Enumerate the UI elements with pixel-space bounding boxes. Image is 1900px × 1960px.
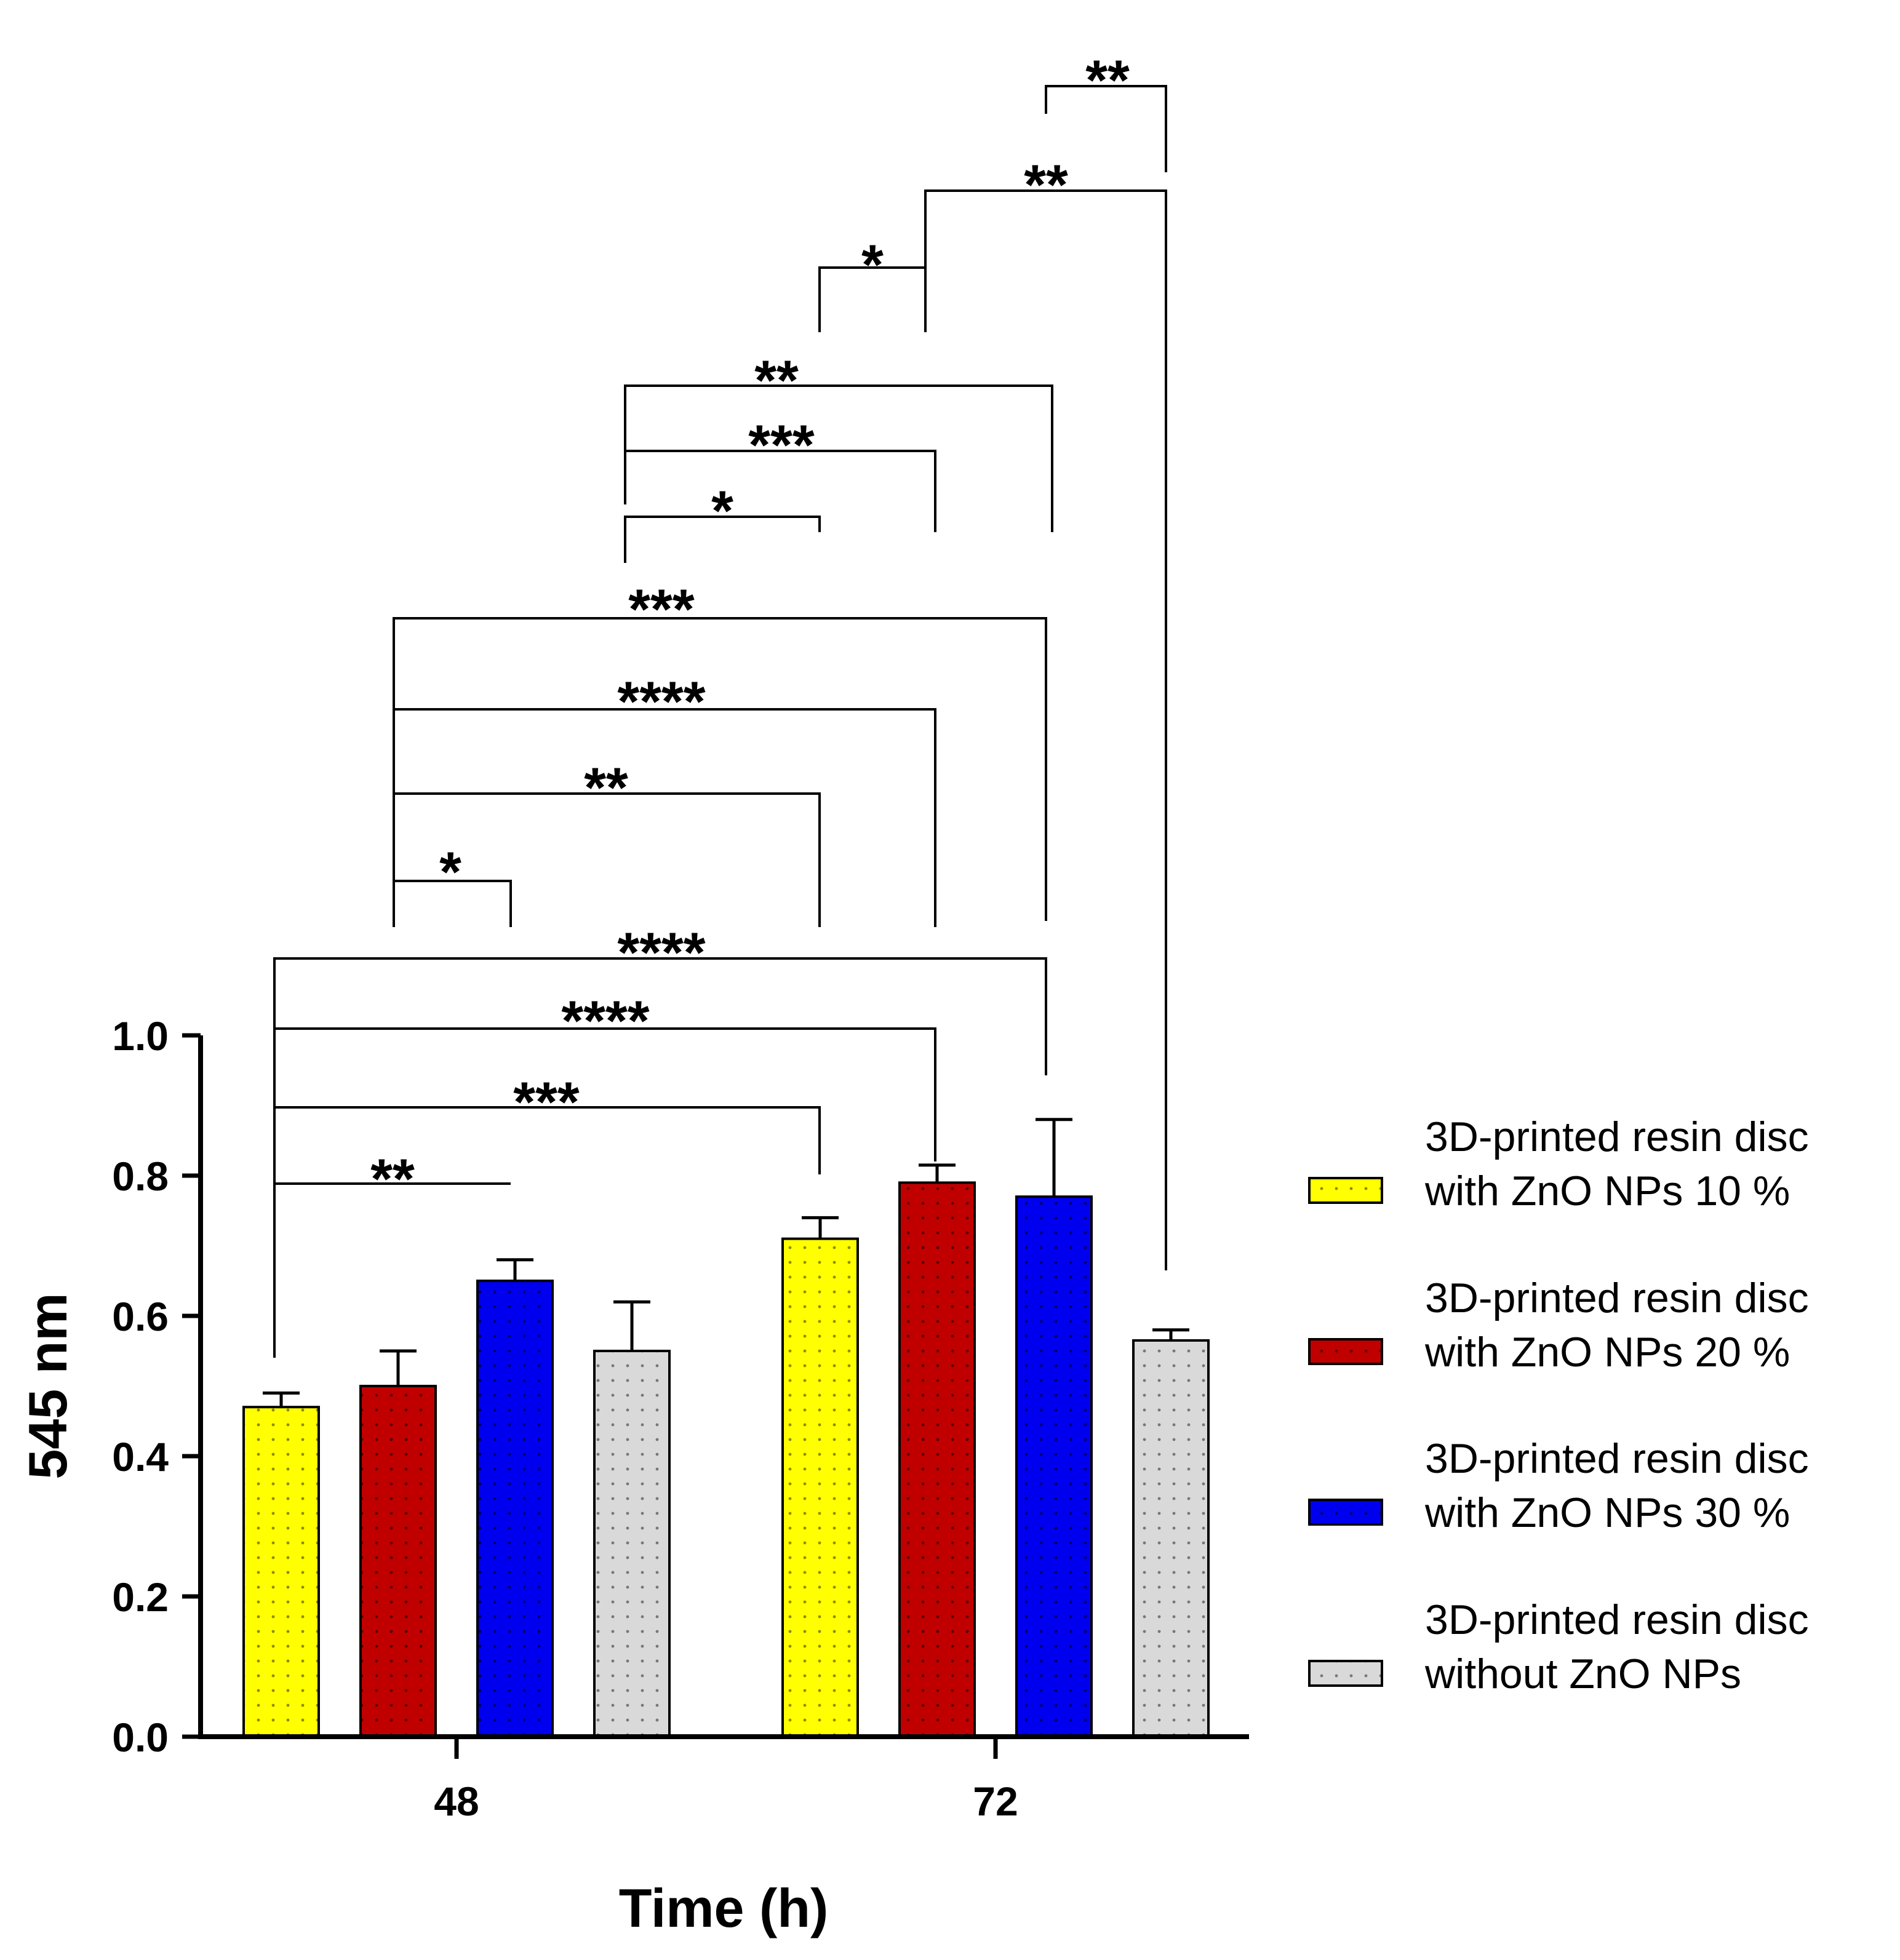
y-tick-label: 0.0: [112, 1715, 169, 1760]
significance-label: ***: [748, 414, 815, 477]
legend-label: 3D-printed resin disc: [1425, 1275, 1809, 1321]
legend-label: with ZnO NPs 10 %: [1424, 1168, 1790, 1214]
y-tick-label: 0.4: [112, 1434, 169, 1480]
significance-label: ***: [628, 578, 695, 641]
significance-label: ****: [617, 671, 705, 733]
y-axis-title: 545 nm: [17, 1293, 78, 1479]
legend-swatch: [1308, 1499, 1383, 1526]
bar: [359, 1385, 437, 1738]
x-tick-label: 48: [434, 1779, 479, 1824]
significance-label: **: [584, 757, 628, 819]
significance-label: *: [861, 234, 884, 297]
legend-label: 3D-printed resin disc: [1425, 1113, 1809, 1160]
axes: 0.0 0.2 0.4 0.6 0.8 1.0 48 72: [112, 1013, 1249, 1824]
bars: [242, 1118, 1210, 1738]
y-tick-label: 1.0: [112, 1013, 169, 1059]
x-axis-title: Time (h): [619, 1878, 829, 1938]
significance-label: ****: [561, 990, 649, 1053]
legend-label: with ZnO NPs 20 %: [1424, 1329, 1790, 1376]
axis-labels: 545 nm Time (h): [17, 1293, 828, 1938]
legend-label: without ZnO NPs: [1424, 1651, 1741, 1697]
legend-swatch: [1308, 1660, 1383, 1687]
significance-brackets: **********************************: [273, 49, 1167, 1358]
significance-bracket: [624, 516, 821, 563]
bar: [593, 1350, 671, 1738]
legend-label: 3D-printed resin disc: [1425, 1596, 1809, 1643]
significance-bracket: [1045, 85, 1167, 172]
y-tick-label: 0.6: [112, 1294, 169, 1339]
bar: [1132, 1339, 1210, 1738]
bar: [1015, 1195, 1093, 1738]
significance-bracket: [273, 957, 1047, 1358]
significance-bracket: [393, 617, 1047, 927]
bar: [242, 1406, 320, 1738]
x-tick-label: 72: [973, 1779, 1018, 1824]
legend: 3D-printed resin disc with ZnO NPs 10 % 3D…: [1308, 1113, 1809, 1697]
legend-swatch: [1308, 1338, 1383, 1365]
significance-bracket: [393, 708, 936, 927]
significance-label: **: [754, 349, 799, 412]
bar: [476, 1280, 554, 1738]
significance-label: **: [1024, 154, 1068, 217]
significance-label: ****: [617, 922, 705, 984]
y-tick-label: 0.2: [112, 1574, 169, 1620]
legend-label: with ZnO NPs 30 %: [1424, 1489, 1790, 1536]
bar: [781, 1237, 859, 1738]
y-tick-label: 0.8: [112, 1153, 169, 1199]
significance-label: *: [439, 841, 461, 904]
bar: [898, 1181, 976, 1738]
significance-label: **: [370, 1148, 415, 1211]
significance-label: ***: [513, 1071, 580, 1134]
legend-swatch: [1308, 1177, 1383, 1204]
legend-label: 3D-printed resin disc: [1425, 1435, 1809, 1482]
significance-label: **: [1085, 49, 1130, 112]
significance-label: *: [711, 480, 733, 543]
significance-bracket: [624, 384, 1053, 532]
significance-bracket: [924, 189, 1167, 1270]
